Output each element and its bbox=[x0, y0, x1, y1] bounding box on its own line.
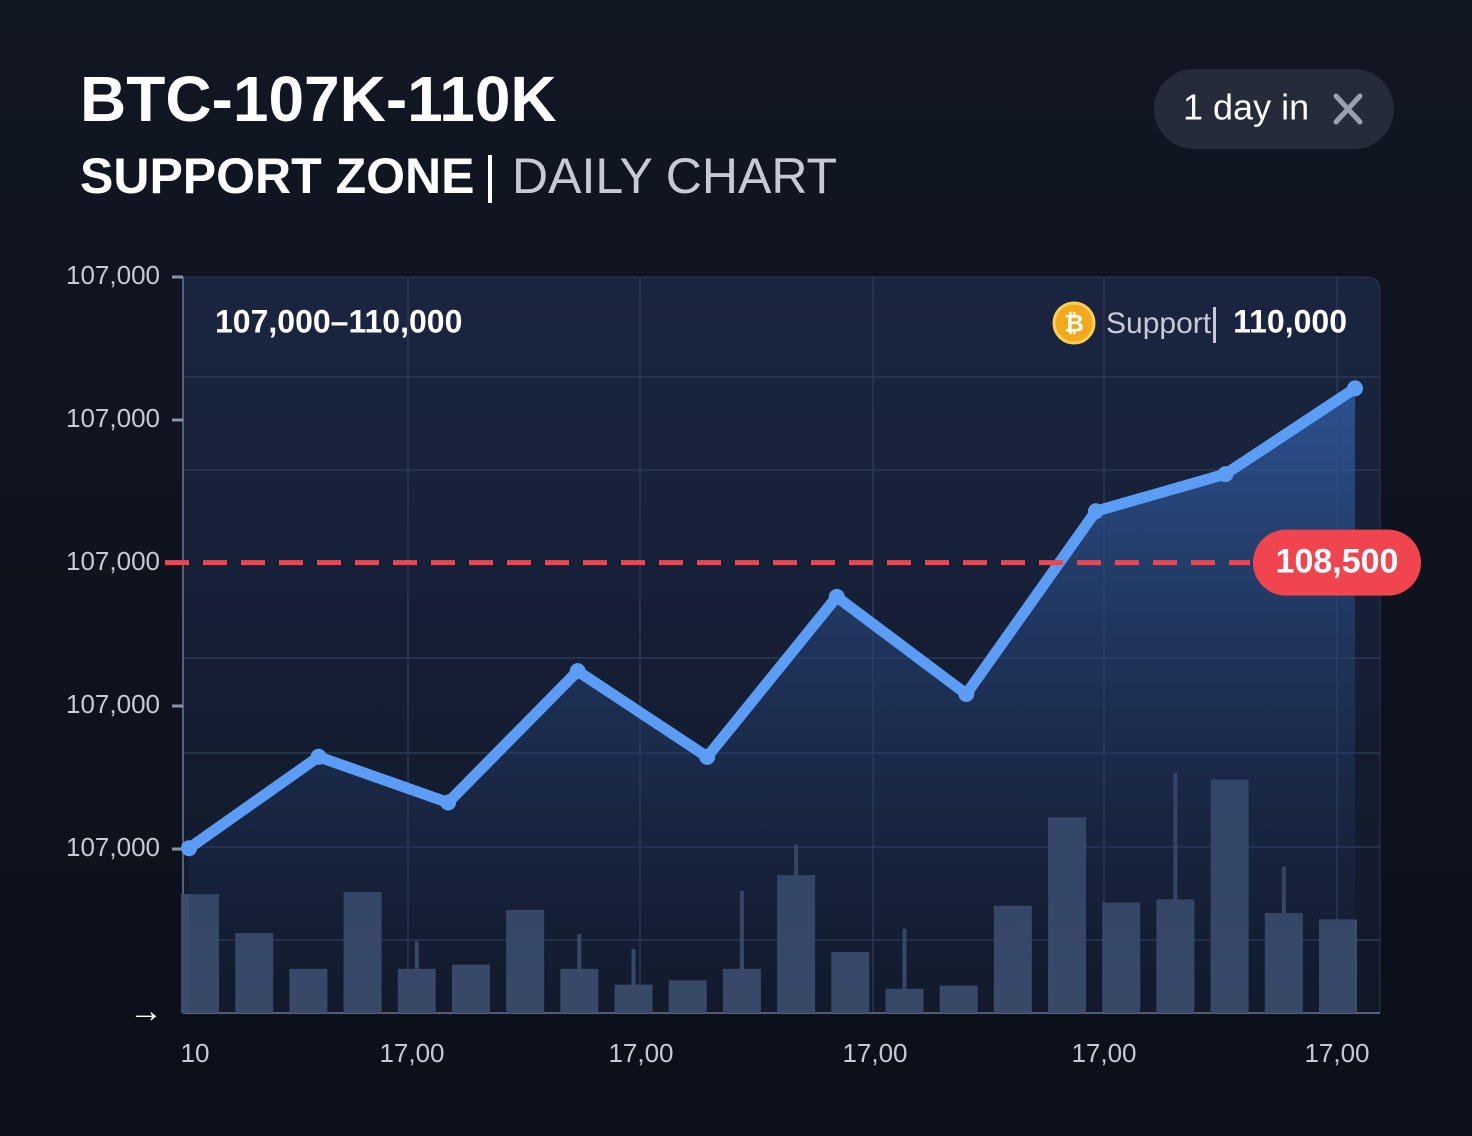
y-tick-label: 107,000 bbox=[66, 546, 160, 576]
x-tick-label: 17,00 bbox=[379, 1038, 444, 1068]
area bbox=[189, 388, 1355, 1013]
subtitle: SUPPORT ZONE bbox=[80, 148, 474, 204]
point bbox=[1217, 466, 1234, 483]
x-tick-label: 10 bbox=[181, 1038, 210, 1068]
x-tick-label: 17,00 bbox=[608, 1038, 673, 1068]
y-tick-label: 107,000 bbox=[66, 403, 160, 433]
reference-badge bbox=[1253, 529, 1421, 596]
x-tick-label: 17,00 bbox=[1071, 1038, 1136, 1068]
arrow-icon: → bbox=[129, 992, 163, 1030]
range-label: 107,000–110,000 bbox=[215, 303, 462, 339]
close-icon[interactable] bbox=[1333, 93, 1363, 125]
support-label: Support bbox=[1106, 307, 1212, 340]
reference-label: 108,500 bbox=[1276, 543, 1399, 581]
subtitle-secondary: DAILY CHART bbox=[512, 148, 837, 204]
x-tick-label: 17,00 bbox=[1304, 1038, 1369, 1068]
point bbox=[958, 685, 975, 702]
x-tick-label: 17,00 bbox=[842, 1038, 907, 1068]
point bbox=[1087, 503, 1104, 520]
divider bbox=[1213, 307, 1216, 343]
point bbox=[440, 794, 457, 811]
title: BTC-107K-110K bbox=[80, 63, 557, 135]
point bbox=[569, 663, 586, 680]
y-tick-label: 107,000 bbox=[66, 689, 160, 719]
timeframe-button[interactable] bbox=[1154, 69, 1394, 149]
point bbox=[310, 748, 327, 765]
point bbox=[181, 840, 197, 857]
point bbox=[828, 588, 845, 605]
divider bbox=[488, 155, 492, 203]
button-label[interactable]: 1 day in bbox=[1183, 87, 1309, 128]
y-tick-label: 107,000 bbox=[66, 260, 160, 290]
y-tick-label: 107,000 bbox=[66, 832, 160, 862]
support-value: 110,000 bbox=[1233, 303, 1347, 339]
bitcoin-icon bbox=[1052, 301, 1096, 345]
bitcoin-symbol: ₿ bbox=[1064, 310, 1084, 337]
point bbox=[1347, 380, 1363, 397]
line bbox=[183, 382, 1361, 854]
point bbox=[699, 748, 716, 765]
